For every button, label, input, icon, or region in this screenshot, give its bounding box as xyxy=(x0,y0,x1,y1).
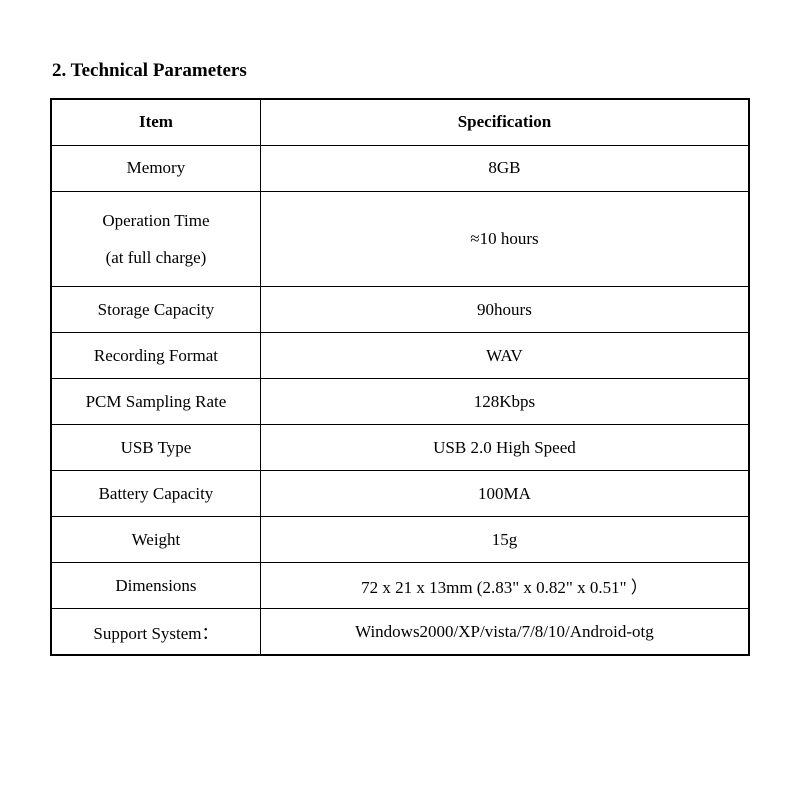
cell-spec: 100MA xyxy=(260,471,749,517)
table-row: Dimensions72 x 21 x 13mm (2.83" x 0.82" … xyxy=(51,563,749,609)
table-row: Storage Capacity90hours xyxy=(51,287,749,333)
cell-item: Support System： xyxy=(51,609,260,655)
cell-item: USB Type xyxy=(51,425,260,471)
cell-spec: 72 x 21 x 13mm (2.83" x 0.82" x 0.51" ） xyxy=(260,563,749,609)
cell-item: Storage Capacity xyxy=(51,287,260,333)
table-row: Recording FormatWAV xyxy=(51,333,749,379)
table-row: Memory8GB xyxy=(51,145,749,191)
technical-parameters-table: Item Specification Memory8GBOperation Ti… xyxy=(50,98,750,656)
cell-item: Dimensions xyxy=(51,563,260,609)
cell-spec: 90hours xyxy=(260,287,749,333)
table-row: Battery Capacity100MA xyxy=(51,471,749,517)
cell-item: Memory xyxy=(51,145,260,191)
section-heading: 2. Technical Parameters xyxy=(52,60,750,82)
table-row: PCM Sampling Rate128Kbps xyxy=(51,379,749,425)
cell-spec: USB 2.0 High Speed xyxy=(260,425,749,471)
header-item: Item xyxy=(51,99,260,145)
table-body: Memory8GBOperation Time(at full charge)≈… xyxy=(51,145,749,655)
table-row: Support System：Windows2000/XP/vista/7/8/… xyxy=(51,609,749,655)
table-row: Weight15g xyxy=(51,517,749,563)
cell-item: Weight xyxy=(51,517,260,563)
cell-item: PCM Sampling Rate xyxy=(51,379,260,425)
cell-spec: Windows2000/XP/vista/7/8/10/Android-otg xyxy=(260,609,749,655)
cell-spec: WAV xyxy=(260,333,749,379)
table-header-row: Item Specification xyxy=(51,99,749,145)
cell-item: Recording Format xyxy=(51,333,260,379)
cell-item: Battery Capacity xyxy=(51,471,260,517)
cell-spec: ≈10 hours xyxy=(260,191,749,287)
cell-spec: 15g xyxy=(260,517,749,563)
cell-spec: 8GB xyxy=(260,145,749,191)
table-row: USB TypeUSB 2.0 High Speed xyxy=(51,425,749,471)
header-spec: Specification xyxy=(260,99,749,145)
cell-item: Operation Time(at full charge) xyxy=(51,191,260,287)
table-row: Operation Time(at full charge)≈10 hours xyxy=(51,191,749,287)
cell-spec: 128Kbps xyxy=(260,379,749,425)
